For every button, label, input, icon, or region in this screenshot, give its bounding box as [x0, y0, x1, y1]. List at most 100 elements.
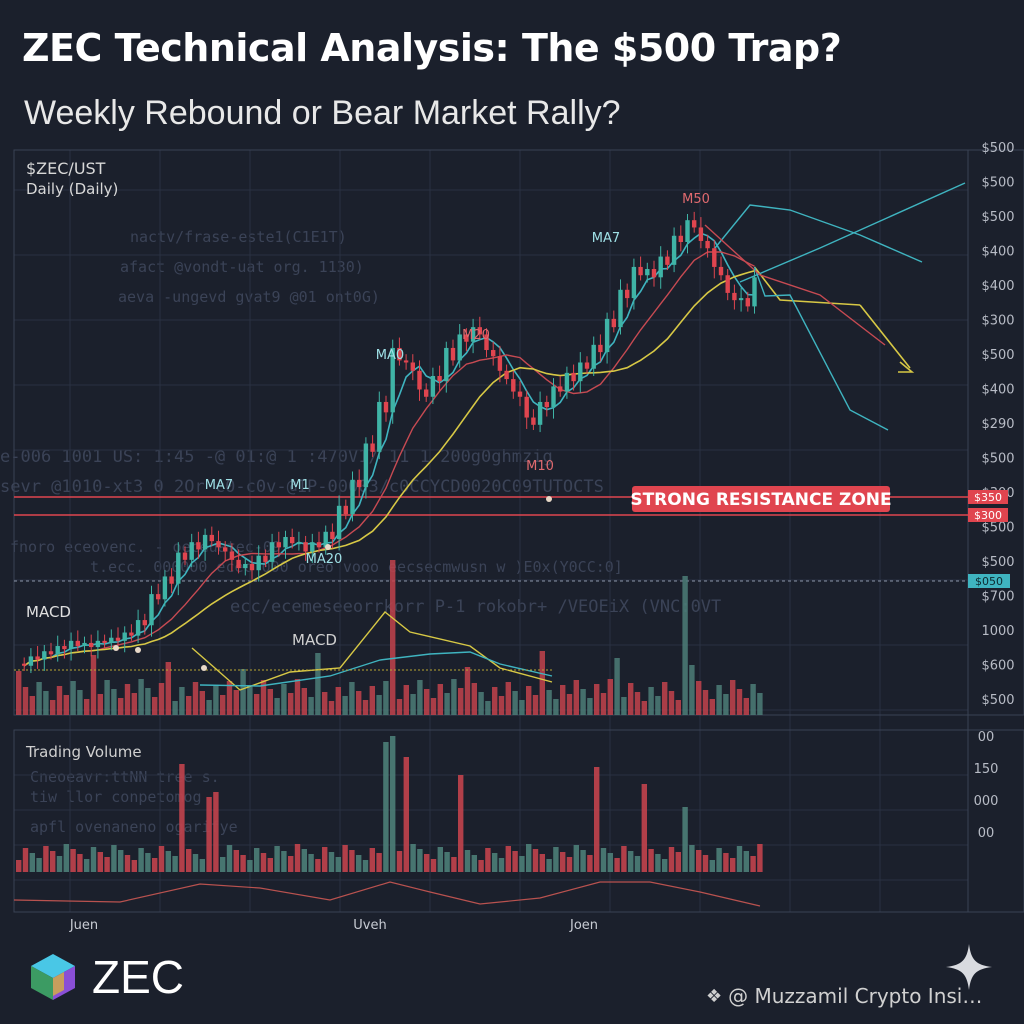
timeframe-label: Daily (Daily)	[26, 180, 118, 198]
sparkle-icon	[946, 944, 992, 990]
macd-bar	[362, 700, 369, 715]
candle-body	[571, 372, 576, 382]
volume-bar	[532, 849, 539, 872]
candle-body	[189, 542, 194, 560]
candle-body	[591, 344, 596, 369]
macd-bar	[90, 655, 97, 715]
volume-bar	[97, 852, 103, 872]
price-axis-label: $500	[981, 555, 1014, 570]
resistance-label: STRONG RESISTANCE ZONE	[630, 490, 891, 510]
candle-body	[256, 555, 261, 571]
background-text-line: afact @vondt-uat org. 1130)	[120, 258, 364, 276]
macd-bar	[383, 681, 389, 715]
x-axis-label: Juen	[69, 918, 98, 933]
volume-bar	[267, 858, 273, 872]
chart-title: ZEC Technical Analysis: The $500 Trap?	[22, 26, 842, 70]
candle-body	[671, 235, 677, 265]
candle-body	[276, 542, 281, 548]
volume-bar	[702, 855, 709, 872]
macd-bar	[335, 687, 341, 715]
volume-bar	[315, 859, 321, 872]
volume-bar	[437, 847, 443, 872]
projection-teal-up	[739, 182, 966, 283]
volume-bar	[600, 848, 607, 872]
volume-bar	[594, 767, 600, 872]
price-axis-label: $500	[981, 210, 1014, 225]
macd-bar	[424, 689, 430, 715]
macd-bar	[104, 680, 110, 715]
volume-bar	[458, 775, 464, 872]
volume-bar	[478, 860, 484, 872]
volume-axis-label: 00	[978, 826, 995, 841]
macd-bar	[390, 560, 396, 715]
candle-body	[511, 379, 516, 392]
macd-bar	[546, 690, 552, 715]
x-axis-label: Uveh	[353, 918, 386, 933]
candle-body	[678, 235, 683, 243]
macd-bar	[36, 682, 42, 715]
volume-bar	[16, 860, 22, 872]
ma-annotation: MA7	[592, 231, 620, 246]
volume-bar	[566, 857, 573, 872]
volume-bar	[736, 846, 743, 872]
credit-text: @ Muzzamil Crypto Insi…	[728, 984, 983, 1008]
candle-body	[424, 389, 429, 397]
volume-bar	[668, 847, 675, 872]
macd-bar	[526, 686, 532, 715]
volume-bar	[274, 846, 280, 872]
macd-line	[191, 611, 553, 691]
volume-bar	[526, 844, 532, 872]
volume-bar	[723, 853, 729, 872]
macd-bar	[118, 698, 124, 715]
volume-bar	[512, 851, 518, 872]
macd-bar	[308, 697, 314, 715]
ma-annotation: M50	[682, 192, 710, 207]
candle-body	[269, 542, 275, 562]
ma-annotations: M50 MA7 MA0 M20 MA7 M1 MA20 M10	[113, 192, 710, 671]
volume-bar	[546, 859, 552, 872]
volume-bar	[730, 858, 736, 872]
candle-body	[484, 334, 489, 351]
macd-bar	[594, 684, 600, 715]
candle-body	[82, 642, 87, 647]
candle-body	[122, 632, 127, 641]
candlesticks	[22, 211, 757, 674]
volume-bar	[118, 850, 124, 872]
moving-averages	[23, 182, 966, 667]
candle-body	[310, 542, 315, 552]
volume-bar	[138, 848, 144, 872]
macd-bar	[206, 700, 212, 715]
macd-bar	[29, 696, 35, 715]
macd-inner-label: MACD	[292, 631, 337, 649]
resistance-badge	[632, 486, 890, 512]
volume-bar	[519, 856, 525, 872]
volume-bar	[396, 851, 403, 872]
candle-body	[377, 401, 382, 452]
candle-body	[129, 632, 134, 636]
macd-bar	[158, 683, 165, 715]
macd-bar	[757, 693, 763, 715]
volume-bar	[226, 845, 233, 872]
projection-arrowhead	[898, 361, 915, 373]
volume-bar	[186, 849, 192, 872]
macd-bar	[138, 679, 144, 715]
macd-bar	[213, 686, 219, 715]
price-axis-label: $600	[981, 659, 1014, 674]
volume-bar	[464, 850, 471, 872]
price-panel-frame	[13, 149, 1024, 716]
candle-body	[417, 370, 422, 390]
ma50-line	[23, 270, 755, 667]
volume-oscillator	[13, 881, 761, 907]
volume-bar	[614, 858, 620, 872]
volume-bar	[403, 757, 409, 872]
volume-bar	[152, 858, 158, 872]
candle-body	[68, 640, 74, 650]
macd-bar	[192, 682, 199, 715]
macd-bar	[328, 701, 335, 715]
resistance-tag-upper: $350	[974, 491, 1002, 504]
price-axis-label: $500	[981, 521, 1014, 536]
volume-bar	[165, 851, 171, 872]
candle-body	[745, 298, 750, 307]
volume-bar	[308, 854, 314, 872]
